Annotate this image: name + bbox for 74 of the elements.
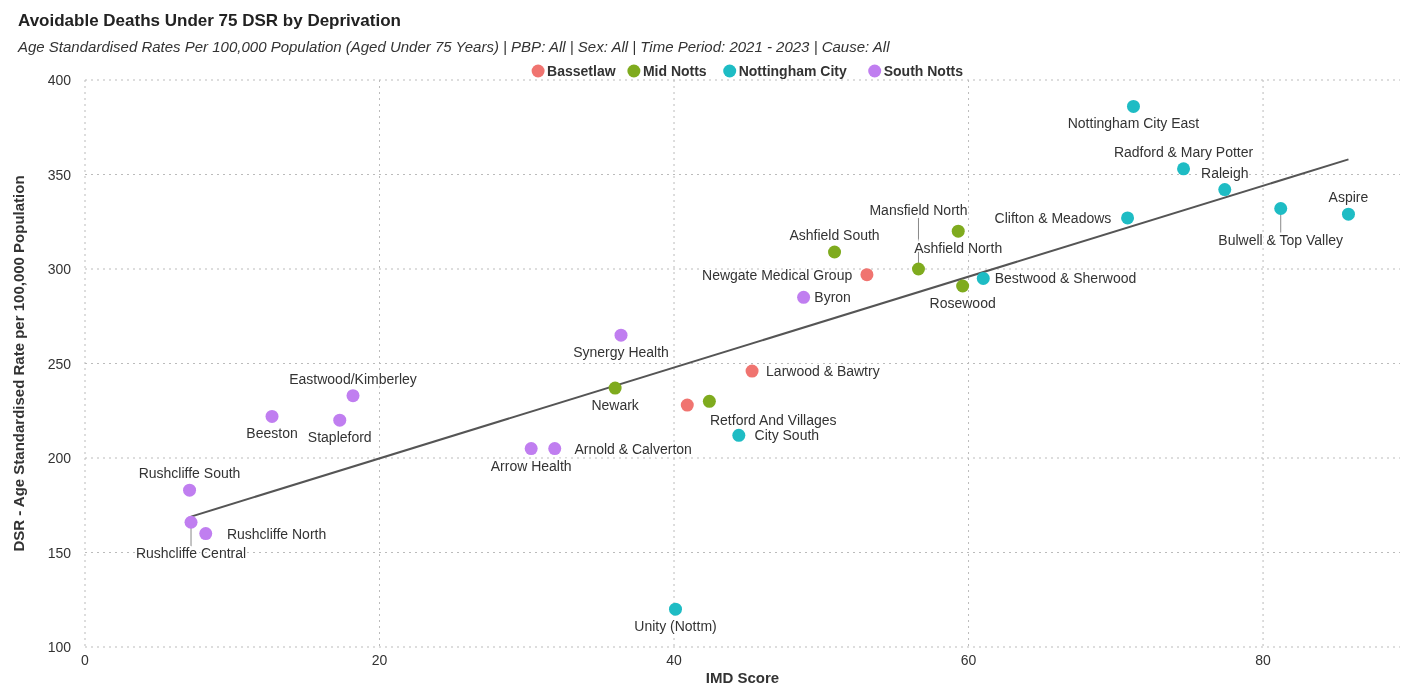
annotation: Bestwood & Sherwood [994, 270, 1137, 287]
point [333, 413, 347, 427]
annotation: Synergy Health [573, 344, 669, 361]
point [732, 428, 746, 442]
annotation: Byron [814, 289, 851, 306]
point [956, 279, 970, 293]
point [702, 394, 716, 408]
point [1218, 183, 1232, 197]
annotation: Rushcliffe South [138, 465, 241, 482]
y-tick-label: 200 [47, 450, 72, 466]
point [1274, 202, 1288, 216]
annotation: City South [754, 427, 820, 444]
annotation: Newark [591, 397, 640, 414]
point [669, 602, 682, 616]
annotation: Arrow Health [490, 457, 572, 474]
point [199, 527, 213, 541]
annotation: Rushcliffe North [226, 525, 327, 542]
point [860, 268, 874, 282]
annotation: Raleigh [1201, 164, 1249, 181]
annotation: Stapleford [307, 429, 372, 446]
point [548, 442, 562, 456]
y-tick-label: 300 [47, 261, 72, 277]
x-tick-label: 20 [371, 652, 388, 668]
chart-title: Avoidable Deaths Under 75 DSR by Deprivation [18, 11, 401, 30]
point [1121, 211, 1135, 225]
annotation: Eastwood/Kimberley [289, 370, 417, 387]
annotation: Bulwell & Top Valley [1218, 231, 1344, 248]
legend-label: Mid Notts [642, 63, 707, 79]
x-tick-label: 40 [666, 652, 683, 668]
y-tick-label: 350 [47, 166, 72, 183]
x-tick-label: 0 [81, 652, 90, 668]
y-tick-label: 150 [47, 544, 72, 561]
annotation: Mansfield North [869, 202, 968, 218]
annotation: Radford & Mary Potter [1113, 143, 1254, 160]
annotation: Rushcliffe Central [135, 545, 247, 562]
annotation: Ashfield South [789, 226, 880, 243]
point [1177, 162, 1191, 176]
annotation: Clifton & Meadows [994, 209, 1112, 226]
legend-label: Bassetlaw [547, 63, 616, 79]
point [524, 442, 538, 456]
point [1341, 207, 1355, 221]
point [828, 245, 842, 259]
point [1126, 99, 1140, 113]
annotation: Beeston [246, 425, 298, 442]
point [346, 389, 360, 403]
point [745, 364, 759, 378]
y-tick-label: 100 [47, 639, 72, 655]
point [911, 262, 925, 276]
y-axis-title: DSR - Age Standardised Rate per 100,000 Population [10, 175, 27, 552]
point [265, 409, 279, 423]
x-axis-title: IMD Score [705, 669, 780, 686]
annotation: Newgate Medical Group [702, 266, 853, 283]
point [608, 381, 622, 395]
annotation: Arnold & Calverton [574, 440, 692, 457]
y-tick-label: 250 [47, 355, 72, 372]
annotation: Retford And Villages [709, 412, 837, 429]
annotation: Rosewood [929, 295, 996, 312]
annotation: Unity (Nottm) [634, 618, 717, 635]
point [951, 224, 965, 238]
y-tick-label: 400 [47, 72, 72, 88]
x-tick-label: 80 [1255, 652, 1272, 668]
annotation: Nottingham City East [1067, 115, 1200, 132]
point [680, 398, 694, 412]
point [797, 290, 811, 304]
legend-label: Nottingham City [738, 63, 848, 79]
point [183, 483, 197, 497]
x-tick-label: 60 [960, 652, 977, 668]
point [976, 271, 990, 285]
point [184, 515, 198, 529]
point [614, 328, 628, 342]
annotation: Larwood & Bawtry [766, 363, 880, 380]
legend-label: South Notts [883, 63, 964, 79]
chart-subtitle: Age Standardised Rates Per 100,000 Population (Aged Under 75 Years) | PBP: All | Sex: All | Time Period: 2021 - 2023 | Cause: All [17, 38, 891, 55]
annotation: Aspire [1328, 189, 1369, 206]
